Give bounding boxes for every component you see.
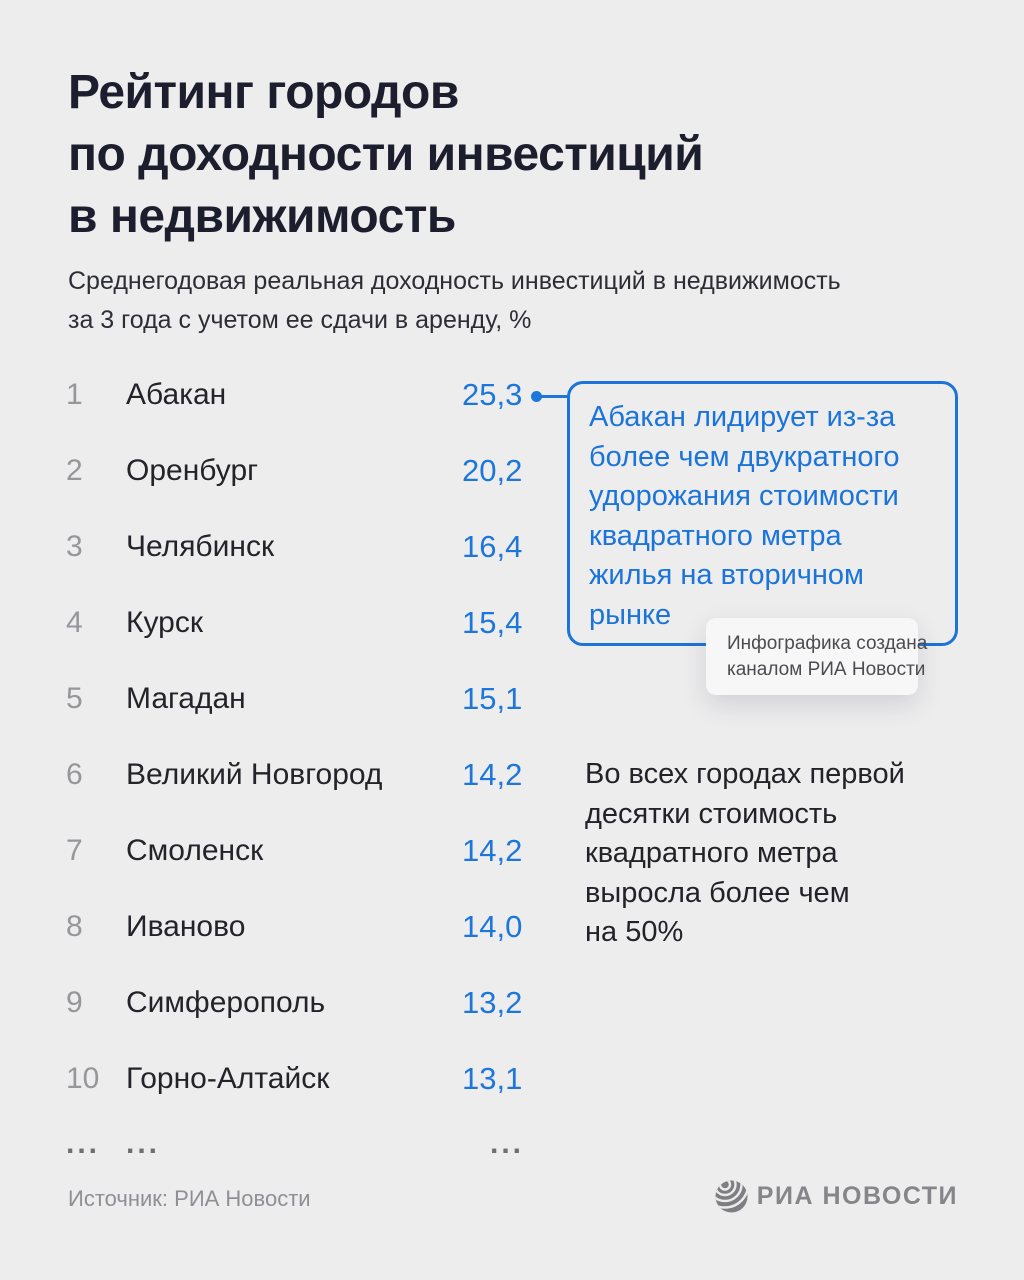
- credit-badge: Инфографика создана каналом РИА Новости: [706, 618, 928, 695]
- side-note: Во всех городах первой десятки стоимость к…: [585, 758, 905, 948]
- ranking-row: 3 Челябинск 16,4: [66, 509, 586, 585]
- city-name: Оренбург: [126, 454, 259, 487]
- rank-number: 5: [66, 682, 83, 715]
- ranking-row: 5 Магадан 15,1: [66, 661, 586, 737]
- ranking-row: 2 Оренбург 20,2: [66, 433, 586, 509]
- page-title: Рейтинг городов по доходности инвестиций в…: [68, 66, 704, 243]
- city-name: Челябинск: [126, 530, 275, 563]
- yield-value: 15,1: [462, 681, 523, 716]
- ellipsis-rank: ...: [66, 1127, 101, 1160]
- ranking-row: 7 Смоленск 14,2: [66, 813, 586, 889]
- ria-novosti-logo: РИА НОВОСТИ: [715, 1180, 958, 1213]
- page-subtitle: Среднегодовая реальная доходность инвест…: [68, 267, 841, 334]
- city-name: Магадан: [126, 682, 246, 715]
- rank-number: 2: [66, 454, 83, 487]
- city-name: Иваново: [126, 910, 246, 943]
- ranking-row: 8 Иваново 14,0: [66, 889, 586, 965]
- yield-value: 14,0: [462, 909, 523, 944]
- city-name: Курск: [126, 606, 203, 639]
- logo-text: РИА НОВОСТИ: [756, 1182, 958, 1210]
- callout-text: Абакан лидирует из-за более чем двукратно…: [589, 401, 900, 631]
- ellipsis-value: ...: [489, 1127, 524, 1160]
- ranking-ellipsis-row: ... ... ...: [66, 1106, 586, 1182]
- ranking-row: 1 Абакан 25,3: [66, 357, 586, 433]
- rank-number: 6: [66, 758, 83, 791]
- ranking-row: 6 Великий Новгород 14,2: [66, 737, 586, 813]
- yield-value: 16,4: [462, 529, 523, 564]
- yield-value: 20,2: [462, 453, 523, 488]
- callout-box: Абакан лидирует из-за более чем двукратно…: [567, 381, 958, 646]
- callout-connector-line: [537, 395, 569, 398]
- yield-value: 15,4: [462, 605, 523, 640]
- yield-value: 13,1: [462, 1061, 523, 1096]
- rank-number: 4: [66, 606, 83, 639]
- ranking-list: 1 Абакан 25,3 2 Оренбург 20,2 3 Челябинс…: [66, 357, 586, 1117]
- city-name: Абакан: [126, 378, 227, 411]
- callout-connector-dot: [531, 391, 542, 402]
- rank-number: 3: [66, 530, 83, 563]
- rank-number: 1: [66, 378, 83, 411]
- credit-badge-text: Инфографика создана каналом РИА Новости: [727, 633, 928, 680]
- city-name: Симферополь: [126, 986, 326, 1019]
- ranking-row: 4 Курск 15,4: [66, 585, 586, 661]
- source-label: Источник: РИА Новости: [68, 1186, 311, 1211]
- ranking-row: 10 Горно-Алтайск 13,1: [66, 1041, 586, 1117]
- rank-number: 8: [66, 910, 83, 943]
- yield-value: 14,2: [462, 757, 523, 792]
- yield-value: 13,2: [462, 985, 523, 1020]
- rank-number: 10: [66, 1062, 100, 1095]
- city-name: Горно-Алтайск: [126, 1062, 330, 1095]
- yield-value: 25,3: [462, 377, 523, 412]
- city-name: Смоленск: [126, 834, 264, 867]
- rank-number: 7: [66, 834, 83, 867]
- ranking-row: 9 Симферополь 13,2: [66, 965, 586, 1041]
- ellipsis-city: ...: [126, 1127, 161, 1160]
- rank-number: 9: [66, 986, 83, 1019]
- city-name: Великий Новгород: [126, 758, 383, 791]
- yield-value: 14,2: [462, 833, 523, 868]
- ria-globe-icon: [715, 1180, 748, 1213]
